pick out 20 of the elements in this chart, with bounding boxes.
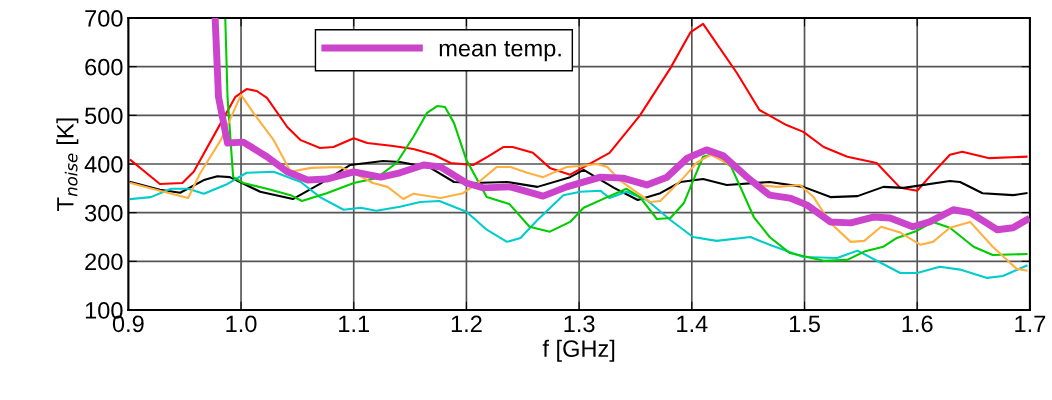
x-axis-title: f [GHz]	[542, 339, 615, 362]
x-tick-label: 1.7	[1015, 315, 1046, 332]
y-tick-label: 700	[85, 10, 123, 27]
x-tick-label: 1.2	[451, 315, 482, 332]
x-tick-label: 1.4	[677, 315, 708, 332]
y-tick-label: 300	[84, 204, 123, 222]
x-tick-label: 1.3	[564, 315, 595, 333]
line-series	[129, 93, 1028, 272]
x-tick-label: 1.1	[339, 315, 369, 332]
x-tick-label: 1.5	[789, 315, 820, 333]
line-series	[129, 170, 1028, 279]
y-tick-label: 200	[85, 253, 123, 271]
line-series	[129, 22, 1028, 192]
y-axis-title: T$_{noise}$ [K]	[56, 118, 79, 211]
x-tick-label: 1.6	[902, 315, 933, 333]
y-tick-label: 400	[84, 156, 123, 173]
x-tick-label: 1.0	[226, 315, 257, 333]
y-tick-label: 600	[85, 58, 123, 76]
legend-label: mean temp.	[439, 41, 561, 62]
y-tick-label: 500	[85, 107, 123, 125]
